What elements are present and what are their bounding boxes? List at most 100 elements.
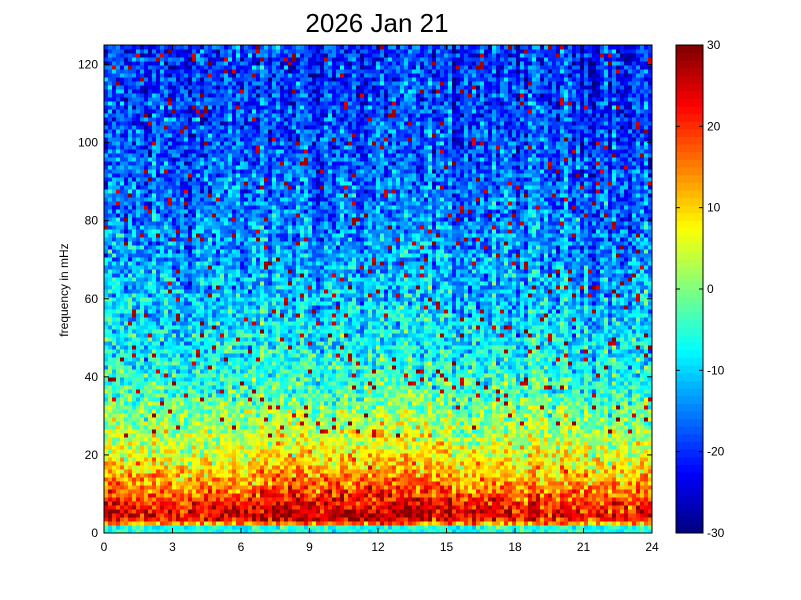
heatmap-cell (228, 157, 233, 162)
heatmap-cell (188, 77, 193, 82)
heatmap-cell (212, 469, 217, 474)
heatmap-cell (204, 373, 209, 378)
heatmap-cell (232, 517, 237, 522)
heatmap-cell (264, 521, 269, 526)
heatmap-cell (240, 197, 245, 202)
heatmap-cell (232, 329, 237, 334)
heatmap-cell (136, 381, 141, 386)
heatmap-cell (152, 521, 157, 526)
heatmap-cell (264, 437, 269, 442)
heatmap-cell (132, 277, 137, 282)
heatmap-cell (264, 173, 269, 178)
heatmap-cell (144, 441, 149, 446)
heatmap-cell (224, 373, 229, 378)
heatmap-cell (196, 321, 201, 326)
heatmap-cell (196, 101, 201, 106)
heatmap-cell (232, 437, 237, 442)
heatmap-cell (120, 217, 125, 222)
heatmap-cell (220, 157, 225, 162)
heatmap-cell (200, 89, 205, 94)
heatmap-cell (160, 485, 165, 490)
heatmap-cell (264, 345, 269, 350)
heatmap-cell (196, 93, 201, 98)
heatmap-cell (224, 93, 229, 98)
heatmap-cell (128, 93, 133, 98)
heatmap-cell (140, 441, 145, 446)
heatmap-cell (132, 397, 137, 402)
heatmap-cell (236, 341, 241, 346)
heatmap-cell (128, 529, 133, 534)
heatmap-cell (124, 205, 129, 210)
heatmap-cell (136, 521, 141, 526)
heatmap-cell (164, 381, 169, 386)
heatmap-cell (172, 425, 177, 430)
heatmap-cell (236, 289, 241, 294)
heatmap-cell (260, 121, 265, 126)
heatmap-cell (172, 525, 177, 530)
heatmap-cell (224, 505, 229, 510)
heatmap-cell (152, 349, 157, 354)
heatmap-cell (216, 461, 221, 466)
heatmap-cell (148, 393, 153, 398)
heatmap-cell (156, 373, 161, 378)
heatmap-cell (252, 525, 257, 530)
heatmap-cell (200, 405, 205, 410)
heatmap-cell (204, 185, 209, 190)
heatmap-cell (128, 129, 133, 134)
heatmap-cell (240, 465, 245, 470)
heatmap-cell (184, 389, 189, 394)
heatmap-cell (160, 141, 165, 146)
heatmap-cell (216, 265, 221, 270)
heatmap-cell (248, 525, 253, 530)
heatmap-cell (160, 245, 165, 250)
heatmap-cell (232, 45, 237, 50)
heatmap-cell (248, 509, 253, 514)
heatmap-cell (160, 457, 165, 462)
heatmap-cell (136, 169, 141, 174)
heatmap-cell (116, 117, 121, 122)
heatmap-cell (228, 345, 233, 350)
heatmap-cell (244, 381, 249, 386)
heatmap-cell (208, 349, 213, 354)
heatmap-cell (176, 233, 181, 238)
heatmap-cell (104, 125, 109, 130)
heatmap-cell (260, 233, 265, 238)
heatmap-cell (164, 61, 169, 66)
heatmap-cell (228, 485, 233, 490)
heatmap-cell (188, 301, 193, 306)
heatmap-cell (156, 349, 161, 354)
heatmap-cell (260, 337, 265, 342)
heatmap-cell (140, 245, 145, 250)
heatmap-cell (244, 285, 249, 290)
heatmap-cell (104, 409, 109, 414)
heatmap-cell (248, 425, 253, 430)
heatmap-cell (196, 197, 201, 202)
heatmap-cell (236, 169, 241, 174)
heatmap-cell (144, 249, 149, 254)
heatmap-cell (192, 453, 197, 458)
heatmap-cell (152, 465, 157, 470)
heatmap-cell (248, 89, 253, 94)
heatmap-cell (200, 433, 205, 438)
heatmap-cell (252, 101, 257, 106)
heatmap-cell (196, 121, 201, 126)
heatmap-cell (104, 337, 109, 342)
heatmap-cell (184, 445, 189, 450)
heatmap-cell (216, 429, 221, 434)
heatmap-cell (256, 481, 261, 486)
heatmap-cell (208, 369, 213, 374)
heatmap-cell (132, 469, 137, 474)
heatmap-cell (188, 197, 193, 202)
heatmap-cell (212, 357, 217, 362)
heatmap-cell (216, 525, 221, 530)
heatmap-cell (260, 365, 265, 370)
heatmap-cell (200, 201, 205, 206)
heatmap-cell (112, 221, 117, 226)
heatmap-cell (136, 373, 141, 378)
heatmap-cell (132, 373, 137, 378)
heatmap-cell (188, 133, 193, 138)
heatmap-cell (108, 121, 113, 126)
heatmap-cell (212, 437, 217, 442)
heatmap-cell (116, 293, 121, 298)
heatmap-cell (168, 257, 173, 262)
